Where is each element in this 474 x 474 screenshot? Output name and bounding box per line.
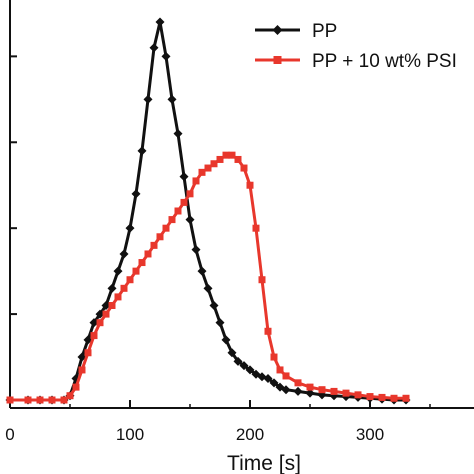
data-point-1 — [115, 293, 122, 300]
data-point-1 — [283, 372, 290, 379]
data-point-1 — [193, 177, 200, 184]
data-point-1 — [241, 165, 248, 172]
data-point-1 — [163, 225, 170, 232]
data-point-1 — [139, 259, 146, 266]
data-point-1 — [127, 276, 134, 283]
data-point-1 — [175, 208, 182, 215]
data-point-1 — [247, 182, 254, 189]
data-point-1 — [319, 386, 326, 393]
x-tick-label: 200 — [236, 425, 264, 444]
data-point-1 — [103, 311, 110, 318]
data-point-0 — [180, 172, 189, 181]
legend-label-pp: PP — [312, 21, 337, 42]
data-point-1 — [277, 366, 284, 373]
legend-marker-pp — [273, 25, 283, 35]
data-point-0 — [168, 95, 177, 104]
data-point-1 — [133, 268, 140, 275]
plot-area: 0 100 200 300 PP PP + 10 wt% PSI Time [s] — [5, 0, 474, 474]
data-point-1 — [367, 393, 374, 400]
data-point-0 — [186, 215, 195, 224]
legend-label-pp-psi: PP + 10 wt% PSI — [312, 51, 457, 72]
data-point-1 — [61, 397, 68, 404]
data-point-1 — [145, 250, 152, 257]
data-point-1 — [223, 152, 230, 159]
data-point-0 — [294, 387, 303, 396]
data-point-0 — [222, 335, 231, 344]
data-point-0 — [198, 267, 207, 276]
data-point-1 — [259, 276, 266, 283]
data-point-1 — [331, 388, 338, 395]
data-point-1 — [121, 285, 128, 292]
data-point-0 — [150, 43, 159, 52]
data-point-1 — [355, 391, 362, 398]
legend: PP PP + 10 wt% PSI — [255, 21, 457, 72]
series-layer — [6, 18, 411, 405]
data-point-1 — [235, 156, 242, 163]
data-point-1 — [151, 242, 158, 249]
data-point-1 — [211, 160, 218, 167]
data-point-1 — [37, 397, 44, 404]
data-point-0 — [132, 189, 141, 198]
data-point-0 — [108, 284, 117, 293]
data-point-1 — [403, 395, 410, 402]
data-point-0 — [126, 224, 135, 233]
data-point-1 — [79, 366, 86, 373]
data-point-1 — [295, 379, 302, 386]
data-point-1 — [229, 152, 236, 159]
x-tick-label: 300 — [356, 425, 384, 444]
data-point-0 — [138, 146, 147, 155]
data-point-1 — [25, 397, 32, 404]
data-point-1 — [157, 233, 164, 240]
data-point-1 — [85, 349, 92, 356]
x-tick-label: 0 — [5, 425, 14, 444]
series-line-1 — [10, 155, 406, 400]
data-point-1 — [265, 328, 272, 335]
data-point-1 — [181, 199, 188, 206]
data-point-1 — [217, 156, 224, 163]
data-point-1 — [91, 332, 98, 339]
data-point-1 — [73, 384, 80, 391]
data-point-0 — [210, 301, 219, 310]
data-point-0 — [216, 318, 225, 327]
data-point-1 — [49, 397, 56, 404]
data-point-1 — [343, 390, 350, 397]
legend-marker-pp-psi — [274, 56, 282, 64]
data-point-1 — [67, 392, 74, 399]
data-point-1 — [187, 190, 194, 197]
data-point-1 — [7, 397, 14, 404]
data-point-0 — [192, 245, 201, 254]
series-line-0 — [10, 22, 406, 400]
data-point-0 — [156, 18, 165, 27]
data-point-1 — [271, 354, 278, 361]
data-point-1 — [109, 302, 116, 309]
data-point-1 — [391, 395, 398, 402]
x-axis-title: Time [s] — [227, 452, 301, 474]
data-point-1 — [205, 165, 212, 172]
data-point-0 — [114, 267, 123, 276]
data-point-0 — [174, 129, 183, 138]
data-point-1 — [379, 394, 386, 401]
data-point-1 — [169, 216, 176, 223]
data-point-0 — [120, 249, 129, 258]
x-tick-label: 100 — [116, 425, 144, 444]
data-point-1 — [199, 169, 206, 176]
data-point-0 — [144, 95, 153, 104]
data-point-1 — [97, 319, 104, 326]
data-point-0 — [204, 284, 213, 293]
data-point-1 — [253, 225, 260, 232]
data-point-1 — [307, 384, 314, 391]
data-point-0 — [162, 52, 171, 61]
